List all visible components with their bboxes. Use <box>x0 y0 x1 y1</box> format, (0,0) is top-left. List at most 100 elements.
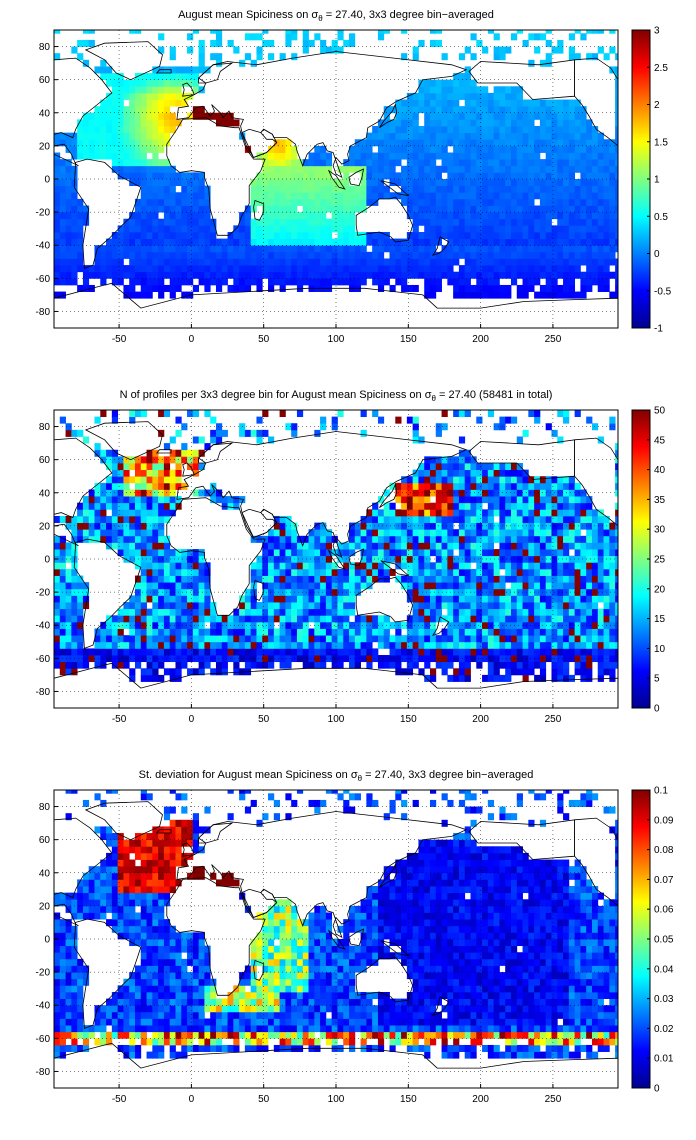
heatmap-cell <box>285 575 292 583</box>
heatmap-cell <box>181 608 188 616</box>
heatmap-cell <box>551 99 558 107</box>
heatmap-cell <box>221 278 228 286</box>
heatmap-cell <box>453 476 460 484</box>
heatmap-cell <box>100 152 107 160</box>
heatmap-cell <box>597 231 604 239</box>
heatmap-cell <box>505 602 512 610</box>
heatmap-cell <box>302 635 309 643</box>
heatmap-cell <box>169 562 176 570</box>
heatmap-cell <box>117 489 124 497</box>
heatmap-cell <box>140 522 147 530</box>
heatmap-cell <box>516 112 523 120</box>
heatmap-cell <box>285 608 292 616</box>
heatmap-cell <box>597 522 604 530</box>
heatmap-cell <box>244 265 252 273</box>
heatmap-cell <box>453 489 460 497</box>
heatmap-cell <box>94 112 101 120</box>
heatmap-cell <box>458 139 466 147</box>
heatmap-cell <box>129 278 136 286</box>
heatmap-cell <box>372 185 379 193</box>
heatmap-cell <box>308 661 315 669</box>
heatmap-cell <box>401 284 408 292</box>
heatmap-cell <box>163 443 171 451</box>
heatmap-cell <box>268 648 275 656</box>
heatmap-cell <box>111 92 119 100</box>
heatmap-cell <box>366 542 373 550</box>
heatmap-cell <box>430 152 437 160</box>
heatmap-cell <box>568 509 576 517</box>
heatmap-cell <box>430 278 437 286</box>
heatmap-cell <box>493 482 500 490</box>
heatmap-cell <box>597 542 604 550</box>
heatmap-cell <box>464 615 471 623</box>
heatmap-cell <box>505 575 512 583</box>
heatmap-cell <box>354 271 361 279</box>
heatmap-cell <box>458 661 466 669</box>
heatmap-cell <box>268 225 275 233</box>
heatmap-cell <box>441 145 448 153</box>
heatmap-cell <box>458 205 466 213</box>
heatmap-cell <box>146 185 153 193</box>
heatmap-cell <box>54 30 61 34</box>
heatmap-cell <box>377 555 385 563</box>
heatmap-cell <box>563 535 570 543</box>
heatmap-cell <box>71 205 78 213</box>
heatmap-cell <box>534 621 541 629</box>
heatmap-cell <box>77 582 84 590</box>
heatmap-cell <box>470 225 477 233</box>
heatmap-cell <box>453 284 460 292</box>
heatmap-cell <box>262 245 269 253</box>
heatmap-cell <box>499 502 506 510</box>
heatmap-cell <box>522 674 529 682</box>
heatmap-cell <box>551 145 558 153</box>
heatmap-cell <box>77 615 84 623</box>
heatmap-cell <box>302 621 309 629</box>
heatmap-cell <box>435 509 442 517</box>
heatmap-cell <box>499 139 506 147</box>
heatmap-cell <box>591 258 599 266</box>
heatmap-cell <box>366 661 373 669</box>
heatmap-cell <box>551 529 558 537</box>
heatmap-cell <box>505 258 512 266</box>
heatmap-cell <box>441 258 448 266</box>
heatmap-cell <box>395 549 402 557</box>
heatmap-cell <box>192 185 200 193</box>
heatmap-cell <box>476 655 483 663</box>
heatmap-cell <box>308 251 315 259</box>
heatmap-cell <box>268 39 275 47</box>
heatmap-cell <box>551 112 558 120</box>
heatmap-cell <box>250 588 257 596</box>
heatmap-cell <box>349 542 356 550</box>
heatmap-cell <box>140 106 147 114</box>
heatmap-cell <box>574 615 581 623</box>
heatmap-cell <box>146 258 153 266</box>
heatmap-cell <box>522 106 529 114</box>
heatmap-cell <box>158 225 165 233</box>
heatmap-cell <box>383 139 390 147</box>
heatmap-cell <box>418 212 425 220</box>
heatmap-cell <box>198 245 205 253</box>
heatmap-cell <box>77 429 84 437</box>
heatmap-cell <box>250 661 257 669</box>
heatmap-cell <box>551 615 558 623</box>
heatmap-cell <box>187 568 194 576</box>
heatmap-cell <box>169 265 176 273</box>
heatmap-cell <box>268 212 275 220</box>
heatmap-cell <box>545 278 552 286</box>
heatmap-cell <box>314 192 321 200</box>
heatmap-cell <box>609 225 616 233</box>
heatmap-cell <box>510 535 518 543</box>
heatmap-cell <box>302 198 309 206</box>
heatmap-cell <box>285 30 292 34</box>
heatmap-cell <box>563 549 570 557</box>
heatmap-cell <box>59 258 66 266</box>
heatmap-cell <box>169 126 176 134</box>
heatmap-cell <box>285 172 292 180</box>
heatmap-cell <box>152 106 159 114</box>
heatmap-cell <box>487 648 495 656</box>
heatmap-cell <box>563 615 570 623</box>
heatmap-cell <box>158 476 165 484</box>
heatmap-cell <box>250 575 257 583</box>
heatmap-cell <box>534 502 541 510</box>
heatmap-cell <box>603 535 610 543</box>
